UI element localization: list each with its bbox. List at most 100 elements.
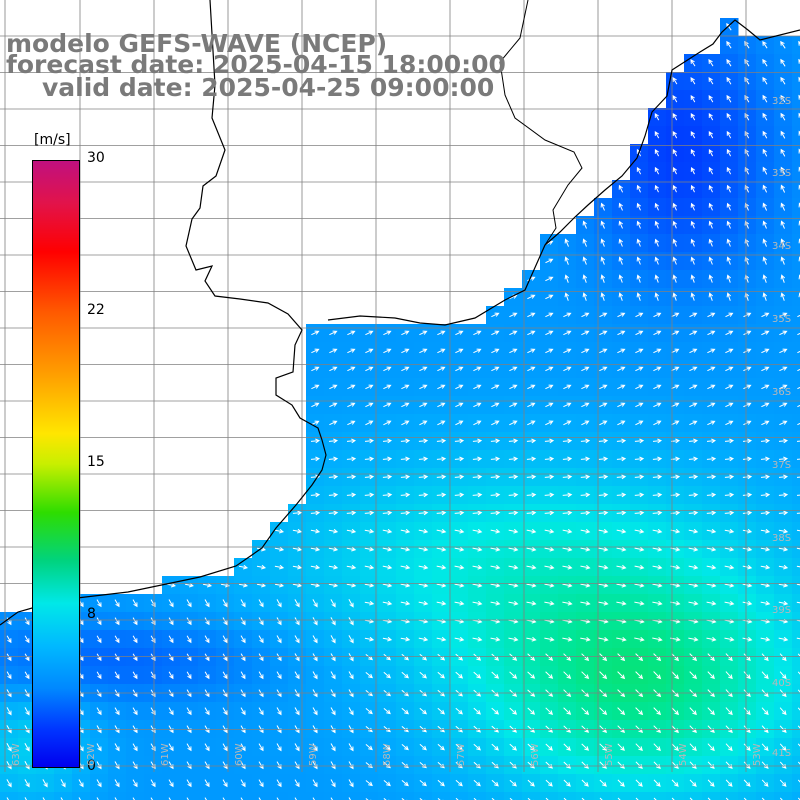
wind-arrow (545, 276, 554, 282)
wind-arrow (258, 779, 264, 788)
wind-arrow (779, 420, 788, 426)
wind-arrow (617, 653, 626, 662)
wind-arrow (726, 94, 732, 103)
wind-arrow (636, 202, 641, 211)
wind-arrow (364, 438, 375, 444)
wind-arrow (222, 707, 228, 716)
wind-arrow (132, 671, 138, 680)
wind-arrow (653, 707, 662, 716)
wind-arrow (509, 779, 517, 787)
wind-arrow (132, 653, 138, 662)
wind-arrow (726, 238, 732, 247)
wind-arrow (383, 708, 391, 715)
wind-arrow (598, 492, 609, 498)
wind-arrow (797, 761, 800, 768)
wind-arrow (454, 492, 465, 498)
wind-arrow (708, 130, 714, 139)
wind-arrow (382, 564, 393, 570)
wind-arrow (455, 366, 464, 372)
wind-speed-cell (594, 792, 613, 800)
wind-arrow (636, 256, 642, 265)
wind-arrow (364, 474, 375, 480)
wind-arrow (401, 330, 410, 336)
wind-arrow (778, 564, 789, 570)
wind-arrow (706, 474, 717, 480)
wind-arrow (616, 492, 627, 498)
wind-arrow (672, 166, 677, 175)
wind-speed-cell (792, 324, 800, 343)
wind-arrow (724, 456, 735, 462)
wind-arrow (671, 384, 680, 390)
longitude-label: 58W (382, 743, 393, 766)
wind-speed-cell (414, 792, 433, 800)
wind-arrow (545, 402, 554, 408)
wind-arrow (132, 779, 138, 788)
wind-arrow (671, 779, 679, 787)
wind-arrow (473, 420, 482, 426)
wind-arrow (347, 384, 356, 390)
wind-arrow (797, 350, 800, 354)
wind-arrow (437, 743, 445, 751)
wind-arrow (742, 582, 753, 588)
wind-arrow (780, 220, 785, 229)
wind-arrow (437, 330, 446, 336)
wind-arrow (743, 312, 752, 318)
wind-speed-cell (36, 792, 55, 800)
wind-arrow (365, 744, 373, 751)
wind-arrow (419, 707, 428, 715)
wind-arrow (473, 707, 481, 715)
wind-arrow (508, 474, 519, 480)
wind-arrow (312, 599, 318, 608)
wind-arrow (240, 707, 246, 716)
wind-arrow (346, 564, 357, 570)
wind-arrow (329, 402, 338, 408)
wind-arrow (706, 510, 717, 516)
wind-arrow (724, 474, 735, 480)
wind-arrow (364, 510, 375, 516)
wind-arrow (598, 438, 609, 444)
wind-arrow (455, 671, 464, 679)
wind-arrow (310, 456, 321, 462)
wind-arrow (276, 797, 279, 800)
wind-arrow (6, 653, 12, 662)
wind-arrow (294, 707, 300, 716)
wind-arrow (634, 492, 645, 498)
longitude-label: 53W (752, 743, 763, 766)
wind-arrow (365, 708, 373, 715)
wind-arrow (671, 366, 680, 372)
wind-arrow (328, 438, 339, 444)
wind-arrow (653, 384, 662, 390)
wind-arrow (742, 636, 753, 642)
wind-arrow (60, 779, 66, 788)
wind-speed-cell (792, 252, 800, 271)
wind-arrow (690, 238, 696, 247)
wind-arrow (6, 707, 12, 716)
wind-arrow (491, 312, 500, 318)
colorbar-tick-30: 30 (87, 150, 105, 166)
wind-arrow (6, 797, 10, 800)
wind-arrow (562, 492, 573, 498)
wind-arrow (473, 330, 482, 336)
wind-arrow (654, 292, 660, 301)
wind-arrow (671, 420, 680, 426)
wind-arrow (762, 166, 768, 175)
wind-arrow (600, 292, 606, 301)
wind-speed-cell (792, 558, 800, 577)
wind-speed-cell (792, 576, 800, 595)
wind-arrow (762, 274, 768, 283)
wind-arrow (348, 599, 354, 608)
wind-arrow (780, 40, 786, 49)
wind-arrow (635, 420, 644, 426)
wind-arrow (168, 599, 174, 608)
wind-arrow (168, 779, 174, 788)
wind-arrow (634, 601, 645, 606)
wind-arrow (401, 348, 410, 354)
wind-speed-field (0, 18, 800, 800)
wind-arrow (635, 348, 644, 354)
wind-arrow (204, 743, 210, 752)
wind-arrow (527, 761, 535, 769)
wind-arrow (490, 600, 501, 606)
wind-arrow (346, 582, 357, 588)
wind-arrow (204, 599, 210, 608)
